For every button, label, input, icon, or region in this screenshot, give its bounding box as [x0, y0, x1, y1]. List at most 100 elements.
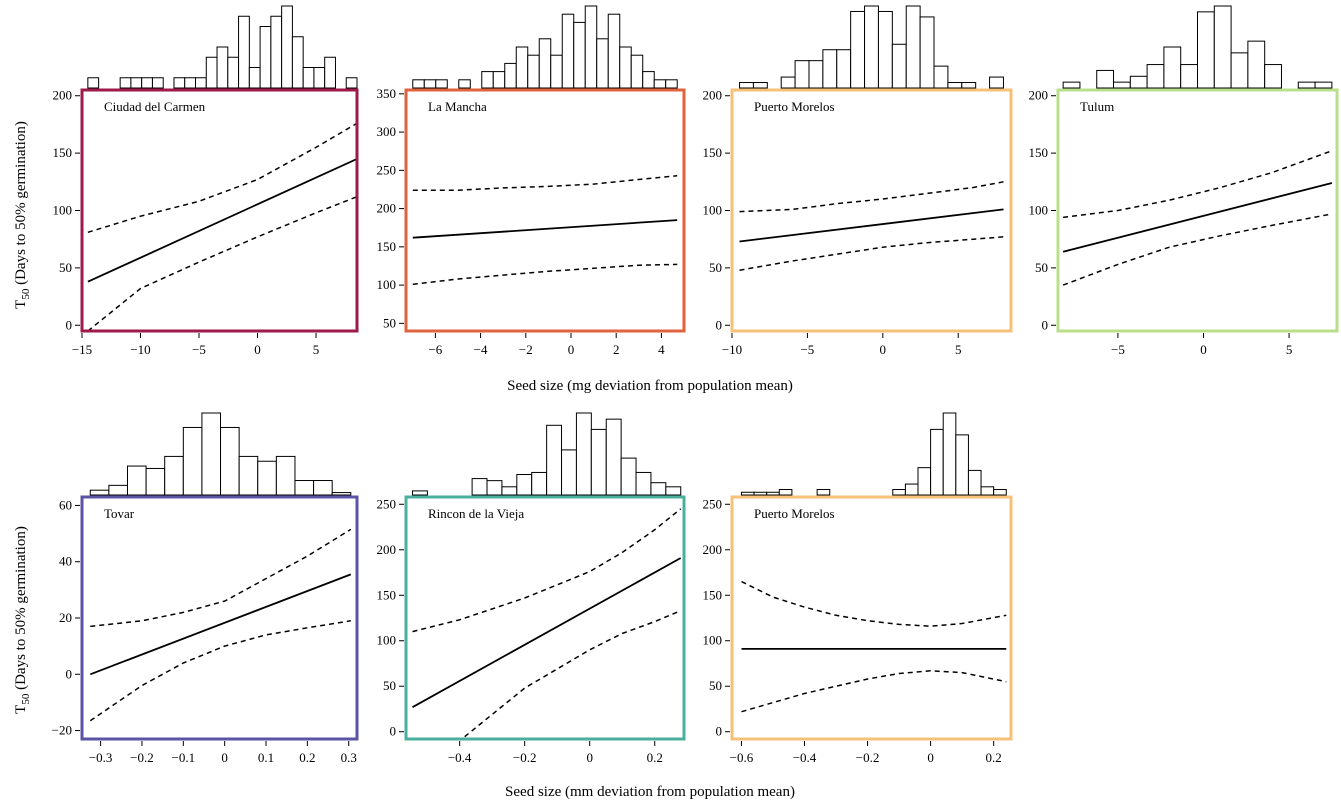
- histogram-bar: [808, 60, 824, 89]
- histogram-bar: [313, 480, 333, 496]
- histogram-bar: [141, 77, 153, 89]
- x-tick-label: 0.2: [647, 750, 663, 765]
- x-tick-label: 0: [1200, 342, 1207, 357]
- panel-3-frame: [730, 88, 1013, 333]
- panel-7-lines: [741, 580, 1007, 713]
- x-tick-label: −0.2: [856, 750, 880, 765]
- x-tick-label: −0.4: [448, 750, 472, 765]
- histogram-bar: [126, 465, 147, 496]
- row2-x-axis-title: Seed size (mm deviation from population …: [505, 784, 795, 800]
- x-tick-label: 5: [313, 342, 320, 357]
- histogram-bar: [892, 489, 906, 496]
- histogram-bar: [778, 489, 793, 496]
- histogram-bar: [653, 79, 667, 89]
- histogram-bar: [904, 483, 919, 496]
- y-tick-label: 20: [59, 610, 72, 625]
- histogram-bar: [575, 412, 592, 496]
- y-tick-label: 50: [709, 260, 722, 275]
- histogram-bar: [435, 79, 448, 89]
- panel-5-frame: [80, 495, 359, 741]
- histogram-bar: [281, 5, 293, 89]
- x-tick-label: 0: [586, 750, 593, 765]
- histogram-bar: [515, 46, 529, 89]
- histogram-bar: [766, 491, 780, 496]
- histogram-bar: [201, 412, 222, 496]
- histogram-bar: [630, 54, 644, 89]
- histogram-bar: [919, 16, 935, 89]
- y-tick-label: 100: [53, 203, 73, 218]
- histogram-bar: [864, 5, 879, 89]
- histogram-bar: [345, 77, 358, 89]
- histogram-bar: [1113, 81, 1131, 89]
- y-tick-label: 100: [377, 277, 397, 292]
- panel-6-title: Rincon de la Vieja: [428, 506, 524, 521]
- y-tick-label: 200: [703, 88, 723, 103]
- histogram-bar: [1314, 81, 1333, 89]
- histogram-bar: [546, 424, 563, 496]
- y-tick-label: 300: [377, 124, 397, 139]
- y-tick-label: 50: [1035, 260, 1048, 275]
- histogram-bar: [1230, 52, 1249, 89]
- y-tick-label: 0: [66, 666, 73, 681]
- histogram-bar: [635, 471, 652, 496]
- y-tick-label: 100: [703, 203, 723, 218]
- histogram-bar: [220, 426, 240, 496]
- histogram-bar: [794, 60, 810, 89]
- panel-4-frame: [1056, 88, 1339, 333]
- panel-4-histogram: [1062, 5, 1333, 89]
- y-tick-label: 250: [703, 496, 723, 511]
- ci-lower-line: [1062, 213, 1333, 286]
- histogram-bar: [573, 21, 586, 89]
- panel-4-lines: [1062, 150, 1333, 286]
- histogram-bar: [205, 56, 218, 89]
- ci-upper-line: [412, 174, 678, 191]
- y-tick-label: 150: [1029, 145, 1049, 160]
- panel-2-histogram: [412, 5, 678, 89]
- panel-5-title: Tovar: [104, 506, 135, 521]
- panel-1-lines: [87, 122, 357, 331]
- ci-lower-line: [741, 670, 1007, 713]
- histogram-bar: [877, 10, 893, 89]
- y-tick-label: 200: [703, 542, 723, 557]
- x-tick-label: 0: [254, 342, 261, 357]
- x-tick-label: 2: [613, 342, 620, 357]
- histogram-bar: [412, 490, 428, 496]
- histogram-bar: [1062, 81, 1081, 89]
- histogram-bar: [584, 5, 598, 89]
- histogram-bar: [967, 469, 982, 496]
- histogram-bar: [1213, 5, 1232, 89]
- ci-upper-line: [412, 508, 682, 633]
- panel-5-lines: [89, 528, 352, 722]
- histogram-bar: [961, 82, 977, 89]
- histogram-bar: [238, 455, 259, 496]
- histogram-bar: [816, 489, 831, 496]
- panel-7-frame: [730, 495, 1013, 741]
- histogram-bar: [822, 49, 838, 89]
- histogram-bar: [324, 56, 336, 89]
- y-tick-label: 100: [1029, 203, 1049, 218]
- x-tick-label: 0.2: [986, 750, 1002, 765]
- x-tick-label: −4: [474, 342, 488, 357]
- histogram-bar: [739, 82, 754, 89]
- histogram-bar: [1247, 40, 1266, 89]
- histogram-bar: [259, 26, 272, 89]
- histogram-bar: [275, 455, 296, 496]
- histogram-bar: [665, 486, 682, 496]
- panel-2-lines: [412, 174, 678, 286]
- panel-2-title: La Mancha: [428, 99, 487, 114]
- histogram-bar: [164, 455, 184, 496]
- histogram-bar: [753, 491, 768, 496]
- histogram-bar: [1197, 11, 1215, 89]
- panel-2-frame: [404, 88, 686, 333]
- y-tick-label: 200: [53, 88, 73, 103]
- x-tick-label: 4: [658, 342, 665, 357]
- histogram-bar: [650, 482, 667, 496]
- y-tick-label: 0: [390, 724, 397, 739]
- x-tick-label: −0.2: [513, 750, 537, 765]
- histogram-bar: [620, 457, 637, 496]
- ci-upper-line: [1063, 150, 1333, 219]
- y-tick-label: 150: [53, 145, 73, 160]
- ci-lower-line: [87, 196, 357, 331]
- x-tick-label: 0: [568, 342, 575, 357]
